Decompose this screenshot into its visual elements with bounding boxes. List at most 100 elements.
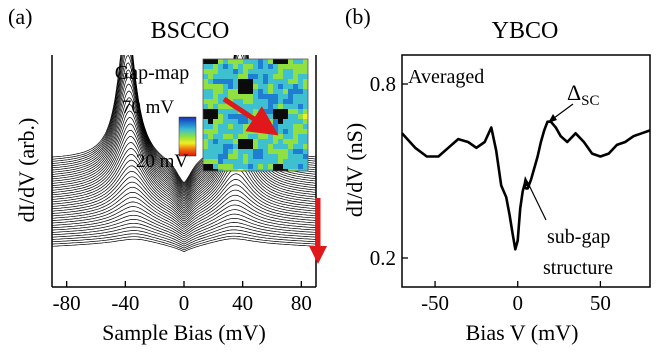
panel-a-curves: [52, 55, 316, 252]
gap-map-pixel: [208, 164, 214, 170]
gap-map-pixel: [243, 164, 249, 170]
gap-map-pixel: [203, 74, 209, 80]
gap-map-pixel: [218, 129, 224, 135]
x-tick-label: 80: [291, 291, 312, 315]
gap-map-pixel: [273, 69, 279, 75]
gap-map-pixel: [203, 69, 209, 75]
gap-map-pixel: [303, 144, 308, 150]
gap-map-pixel: [283, 139, 289, 145]
gap-map-pixel: [298, 59, 304, 65]
gap-map-pixel: [303, 159, 308, 165]
gap-map-pixel: [248, 79, 254, 85]
gap-map-pixel: [293, 64, 299, 70]
gap-map-pixel: [303, 149, 308, 155]
gap-map-pixel: [288, 154, 294, 160]
gap-map-pixel: [258, 94, 264, 100]
gap-map-pixel: [293, 124, 299, 130]
gap-map-pixel: [248, 64, 254, 70]
gap-map-pixel: [288, 109, 294, 115]
gap-map-pixel: [298, 154, 304, 160]
gap-map-pixel: [283, 69, 289, 75]
gap-map-pixel: [233, 134, 239, 140]
gap-map-pixel: [258, 159, 264, 165]
gap-map-pixel: [298, 169, 304, 171]
spectrum-curve: [52, 137, 316, 211]
gap-map-pixel: [248, 169, 254, 171]
gap-map-pixel: [268, 89, 274, 95]
gap-map-pixel: [223, 114, 229, 120]
gap-map-pixel: [208, 104, 214, 110]
gap-map-pixel: [253, 109, 259, 115]
gap-map-pixel: [213, 64, 219, 70]
gap-map-pixel: [253, 124, 259, 130]
gap-map-pixel: [213, 114, 219, 120]
gap-map-pixel: [278, 169, 284, 171]
gap-map-pixel: [303, 154, 308, 160]
gap-map-pixel: [283, 74, 289, 80]
gap-map-pixel: [268, 74, 274, 80]
gap-map-pixel: [288, 144, 294, 150]
gap-map-pixel: [248, 74, 254, 80]
gap-map-pixel: [248, 154, 254, 160]
gap-map-pixel: [218, 79, 224, 85]
gap-map-pixel: [238, 164, 244, 170]
gap-map-pixel: [218, 84, 224, 90]
gap-map-pixel: [243, 129, 249, 135]
gap-map-pixel: [253, 149, 259, 155]
spectrum-curve: [52, 173, 316, 222]
gap-map-pixel: [273, 139, 279, 145]
gap-map-pixel: [293, 69, 299, 75]
gap-map-pixel: [248, 129, 254, 135]
gap-map-pixel: [258, 139, 264, 145]
gap-map-pixel: [238, 139, 244, 145]
y-tick-label: 0.2: [370, 246, 396, 270]
gap-map-pixel: [288, 124, 294, 130]
gap-map-pixel: [298, 124, 304, 130]
gap-map-pixel: [298, 149, 304, 155]
panel-a-title: BSCCO: [151, 18, 230, 44]
gap-map-pixel: [243, 134, 249, 140]
spectrum-curve: [52, 124, 316, 207]
gap-map-pixel: [273, 129, 279, 135]
gap-map-pixel: [293, 94, 299, 100]
gap-map-pixel: [223, 89, 229, 95]
gap-map-pixel: [263, 164, 269, 170]
gap-map-pixel: [283, 84, 289, 90]
gap-map-pixel: [238, 89, 244, 95]
gap-map-pixel: [228, 129, 234, 135]
gap-map-pixel: [283, 169, 289, 171]
gap-map-pixel: [278, 164, 284, 170]
gap-map-pixel: [208, 129, 214, 135]
gap-map-pixel: [213, 104, 219, 110]
gap-map-pixel: [283, 99, 289, 105]
gap-map-pixel: [208, 139, 214, 145]
gap-map-pixel: [218, 104, 224, 110]
gap-map-pixel: [258, 69, 264, 75]
gap-map-pixel: [223, 84, 229, 90]
gap-map-pixel: [263, 129, 269, 135]
gap-map-pixel: [223, 139, 229, 145]
gap-map-pixel: [223, 109, 229, 115]
gap-map-pixel: [288, 139, 294, 145]
gap-map-pixel: [258, 84, 264, 90]
panel-b-label: (b): [345, 4, 371, 29]
gap-map-pixel: [283, 149, 289, 155]
gap-map-pixel: [298, 84, 304, 90]
gap-map-pixel: [253, 64, 259, 70]
gap-map-pixel: [258, 59, 264, 65]
subgap-label-line1: sub-gap: [547, 226, 610, 248]
gap-map-pixel: [273, 89, 279, 95]
gap-map-pixel: [223, 79, 229, 85]
gap-map-pixel: [278, 114, 284, 120]
gap-map-pixel: [278, 144, 284, 150]
gap-map-pixel: [248, 69, 254, 75]
gap-map-pixel: [223, 129, 229, 135]
gap-map-pixel: [288, 74, 294, 80]
gap-map-pixel: [238, 79, 244, 85]
gap-map-pixel: [268, 139, 274, 145]
gap-map-pixel: [238, 69, 244, 75]
gap-map-pixel: [288, 164, 294, 170]
gap-map-pixel: [203, 124, 209, 130]
gap-map-pixel: [228, 69, 234, 75]
gap-map-pixel: [273, 124, 279, 130]
